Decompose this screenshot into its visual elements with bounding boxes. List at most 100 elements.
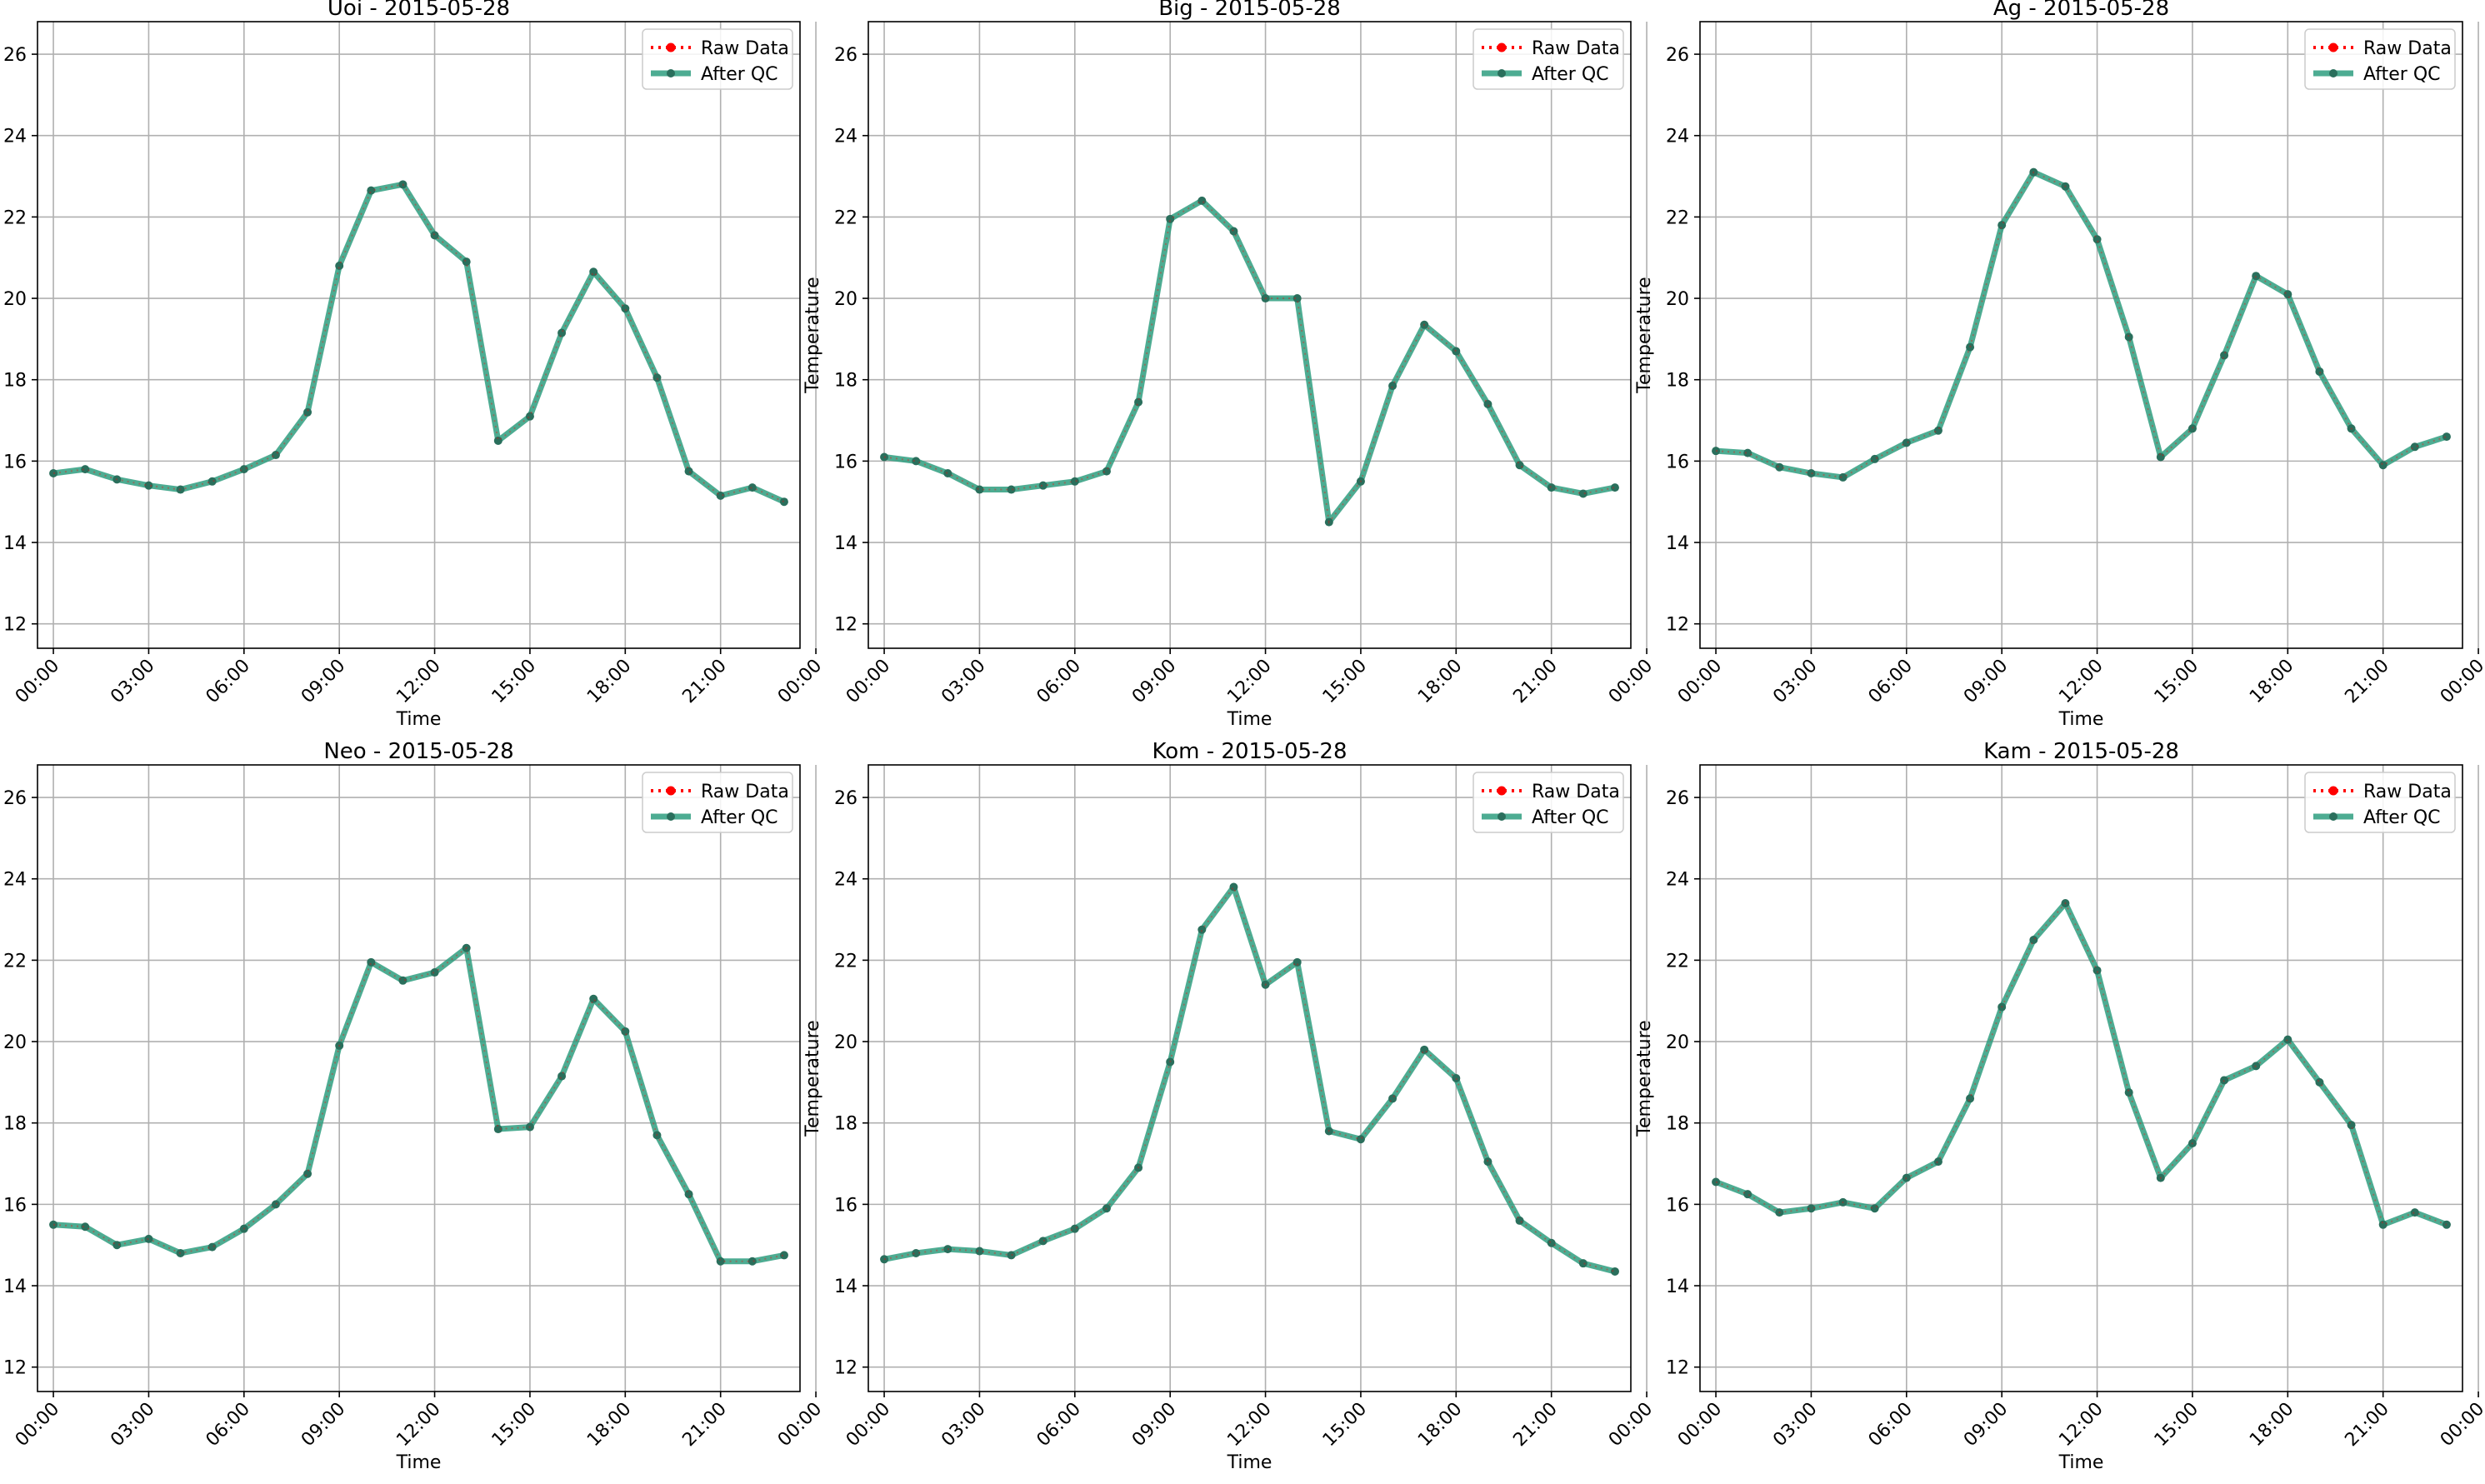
data-point-after-qc bbox=[652, 373, 662, 382]
x-tick-label: 00:00 bbox=[1674, 656, 1727, 708]
y-tick-label: 24 bbox=[834, 870, 858, 891]
y-tick-label: 12 bbox=[1666, 1358, 1689, 1379]
legend-marker-raw-data bbox=[1497, 786, 1507, 796]
data-point-after-qc bbox=[81, 1222, 90, 1232]
x-tick-label: 15:00 bbox=[1319, 1399, 1372, 1452]
data-point-after-qc bbox=[912, 1248, 921, 1257]
chart-title: Big - 2015-05-28 bbox=[1158, 0, 1341, 21]
chart-title: Neo - 2015-05-28 bbox=[323, 739, 513, 764]
data-point-after-qc bbox=[1356, 477, 1365, 486]
axes-frame bbox=[37, 21, 801, 649]
data-point-after-qc bbox=[462, 257, 471, 267]
data-point-after-qc bbox=[912, 457, 921, 466]
x-tick-label: 09:00 bbox=[1128, 1399, 1181, 1452]
y-tick-label: 26 bbox=[834, 788, 858, 809]
x-tick-label: 09:00 bbox=[298, 1399, 350, 1452]
x-tick-label: 15:00 bbox=[1319, 656, 1372, 708]
legend-marker-after-qc bbox=[2329, 812, 2338, 821]
legend-marker-raw-data bbox=[1497, 42, 1507, 52]
subplot: 12 14 16 18 20 22 24 26 00:00 03:00 06:00 09:00 12:0… bbox=[3, 0, 826, 730]
data-point-after-qc bbox=[239, 465, 248, 474]
y-tick-label: 18 bbox=[1666, 371, 1689, 392]
x-tick-label: 00:00 bbox=[1605, 656, 1658, 708]
x-tick-label: 18:00 bbox=[1414, 656, 1467, 708]
data-point-after-qc bbox=[2378, 461, 2388, 470]
series-line-after-qc bbox=[1715, 169, 2448, 481]
data-point-after-qc bbox=[462, 943, 471, 952]
data-point-after-qc bbox=[652, 1131, 662, 1140]
y-tick-label: 16 bbox=[3, 1195, 27, 1216]
data-point-after-qc bbox=[1007, 485, 1016, 494]
y-tick-label: 18 bbox=[834, 371, 858, 392]
legend-label-after-qc: After QC bbox=[1532, 807, 1609, 828]
axes-frame bbox=[1699, 764, 2463, 1392]
x-tick-label: 15:00 bbox=[488, 656, 541, 708]
axes-frame bbox=[1699, 21, 2463, 649]
x-tick-label: 06:00 bbox=[202, 656, 255, 708]
data-point-after-qc bbox=[2124, 1088, 2133, 1097]
y-tick-label: 18 bbox=[834, 1114, 858, 1135]
series-line-after-qc bbox=[52, 181, 786, 505]
data-point-after-qc bbox=[271, 451, 280, 460]
x-tick-label: 03:00 bbox=[938, 1399, 990, 1452]
x-tick-label: 21:00 bbox=[2341, 656, 2393, 708]
data-point-after-qc bbox=[144, 481, 153, 490]
x-tick-label: 00:00 bbox=[12, 1399, 64, 1452]
data-point-after-qc bbox=[1420, 1045, 1429, 1054]
y-tick-label: 18 bbox=[3, 371, 27, 392]
data-point-after-qc bbox=[49, 469, 58, 478]
data-point-after-qc bbox=[1998, 1002, 2007, 1012]
data-point-after-qc bbox=[716, 1257, 725, 1266]
data-point-after-qc bbox=[112, 475, 122, 484]
data-point-after-qc bbox=[1933, 1157, 1942, 1167]
y-tick-label: 14 bbox=[3, 533, 27, 554]
data-point-after-qc bbox=[2029, 167, 2038, 177]
y-axis-label: Temperature bbox=[802, 1020, 823, 1137]
y-tick-label: 12 bbox=[3, 1358, 27, 1379]
y-tick-label: 12 bbox=[834, 1358, 858, 1379]
legend-marker-after-qc bbox=[1498, 69, 1506, 77]
y-tick-label: 14 bbox=[834, 1277, 858, 1297]
x-tick-label: 18:00 bbox=[583, 1399, 636, 1452]
y-tick-label: 20 bbox=[834, 289, 858, 310]
y-tick-label: 18 bbox=[1666, 1114, 1689, 1135]
data-point-after-qc bbox=[589, 267, 598, 277]
x-tick-label: 00:00 bbox=[774, 1399, 827, 1452]
y-tick-label: 18 bbox=[3, 1114, 27, 1135]
data-point-after-qc bbox=[2442, 1220, 2451, 1229]
axes-frame bbox=[868, 764, 1632, 1392]
x-tick-label: 00:00 bbox=[12, 656, 64, 708]
x-tick-label: 00:00 bbox=[842, 656, 895, 708]
data-point-after-qc bbox=[975, 485, 984, 494]
data-point-after-qc bbox=[1198, 925, 1207, 934]
y-tick-label: 16 bbox=[834, 1195, 858, 1216]
data-point-after-qc bbox=[2092, 966, 2102, 975]
x-tick-label: 09:00 bbox=[1128, 656, 1181, 708]
y-tick-label: 22 bbox=[1666, 951, 1689, 972]
x-tick-label: 21:00 bbox=[678, 656, 731, 708]
data-point-after-qc bbox=[1324, 517, 1333, 527]
data-point-after-qc bbox=[1166, 214, 1175, 223]
data-point-after-qc bbox=[1452, 347, 1461, 356]
legend-label-raw-data: Raw Data bbox=[1532, 782, 1620, 802]
data-point-after-qc bbox=[2315, 1077, 2324, 1087]
x-tick-label: 12:00 bbox=[392, 656, 445, 708]
data-point-after-qc bbox=[49, 1220, 58, 1229]
legend-marker-after-qc bbox=[667, 812, 675, 821]
x-tick-label: 12:00 bbox=[1223, 1399, 1276, 1452]
data-point-after-qc bbox=[779, 497, 788, 507]
series-line-after-qc bbox=[883, 197, 1616, 526]
axes-frame bbox=[868, 21, 1632, 649]
data-point-after-qc bbox=[1420, 320, 1429, 329]
data-point-after-qc bbox=[2252, 1062, 2261, 1071]
data-point-after-qc bbox=[1134, 397, 1143, 407]
x-tick-label: 00:00 bbox=[2437, 656, 2485, 708]
data-point-after-qc bbox=[430, 968, 439, 977]
y-tick-label: 20 bbox=[1666, 289, 1689, 310]
data-point-after-qc bbox=[1515, 461, 1524, 470]
data-point-after-qc bbox=[1229, 882, 1238, 892]
data-point-after-qc bbox=[716, 491, 725, 500]
legend-label-after-qc: After QC bbox=[701, 64, 778, 85]
data-point-after-qc bbox=[1292, 957, 1302, 967]
chart-title: Kam - 2015-05-28 bbox=[1983, 739, 2179, 764]
